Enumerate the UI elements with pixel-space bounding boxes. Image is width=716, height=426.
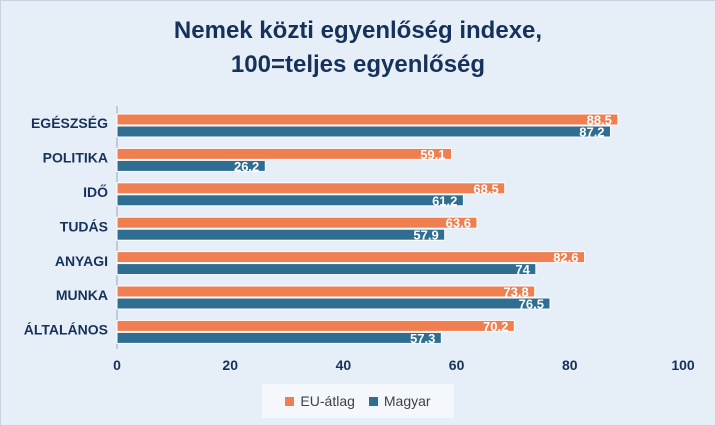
chart-legend: EU-átlag Magyar xyxy=(262,384,454,418)
chart-title-line-2: 100=teljes egyenlőség xyxy=(230,51,486,78)
data-label-magyar: 74 xyxy=(515,262,530,277)
category-label: TUDÁS xyxy=(60,218,108,234)
legend-item-magyar: Magyar xyxy=(368,393,431,409)
bar-magyar xyxy=(116,125,612,138)
legend-label-magyar: Magyar xyxy=(383,393,431,409)
data-label-magyar: 87.2 xyxy=(579,125,604,140)
bar-magyar xyxy=(116,331,442,344)
data-label-eu: 68.5 xyxy=(473,181,498,196)
category-label: EGÉSZSÉG xyxy=(31,115,108,131)
data-label-eu: 73.8 xyxy=(503,285,528,300)
legend-swatch-eu xyxy=(285,396,295,406)
bar-magyar xyxy=(116,263,537,276)
legend-item-eu: EU-átlag xyxy=(285,393,355,409)
data-label-magyar: 76.5 xyxy=(519,297,544,312)
data-label-magyar: 61.2 xyxy=(432,193,457,208)
data-label-eu: 70.2 xyxy=(483,319,508,334)
bar-eu xyxy=(116,319,515,332)
data-label-eu: 63.6 xyxy=(446,216,471,231)
category-label: MUNKA xyxy=(56,287,108,303)
category-label: POLITIKA xyxy=(43,150,108,166)
category-label: IDŐ xyxy=(83,183,108,200)
x-tick-label: 20 xyxy=(222,357,238,373)
bar-eu xyxy=(116,182,506,195)
legend-swatch-magyar xyxy=(368,396,378,406)
x-tick-label: 0 xyxy=(113,357,121,373)
x-tick-label: 60 xyxy=(449,357,465,373)
x-tick-label: 100 xyxy=(671,357,695,373)
category-label: ANYAGI xyxy=(55,253,108,269)
data-label-magyar: 26.2 xyxy=(234,159,259,174)
chart-title-line-1: Nemek közti egyenlőség indexe, xyxy=(173,17,543,44)
bar-magyar xyxy=(116,194,464,207)
data-label-eu: 59.1 xyxy=(420,147,445,162)
data-label-eu: 82.6 xyxy=(553,250,578,265)
data-label-magyar: 57.9 xyxy=(413,228,438,243)
x-tick-label: 40 xyxy=(336,357,352,373)
data-label-eu: 88.5 xyxy=(587,113,612,128)
bar-eu xyxy=(116,113,619,126)
chart-title: Nemek közti egyenlőség indexe, 100=telje… xyxy=(0,14,716,82)
bar-eu xyxy=(116,147,453,160)
legend-label-eu: EU-átlag xyxy=(300,393,355,409)
bar-magyar xyxy=(116,297,551,310)
bar-eu xyxy=(116,251,586,264)
bar-magyar xyxy=(116,228,446,241)
bar-eu xyxy=(116,216,478,229)
data-label-magyar: 57.3 xyxy=(410,331,435,346)
bar-magyar xyxy=(116,159,266,172)
category-label: ÁLTALÁNOS xyxy=(24,322,108,338)
x-tick-label: 80 xyxy=(562,357,578,373)
bar-eu xyxy=(116,285,536,298)
